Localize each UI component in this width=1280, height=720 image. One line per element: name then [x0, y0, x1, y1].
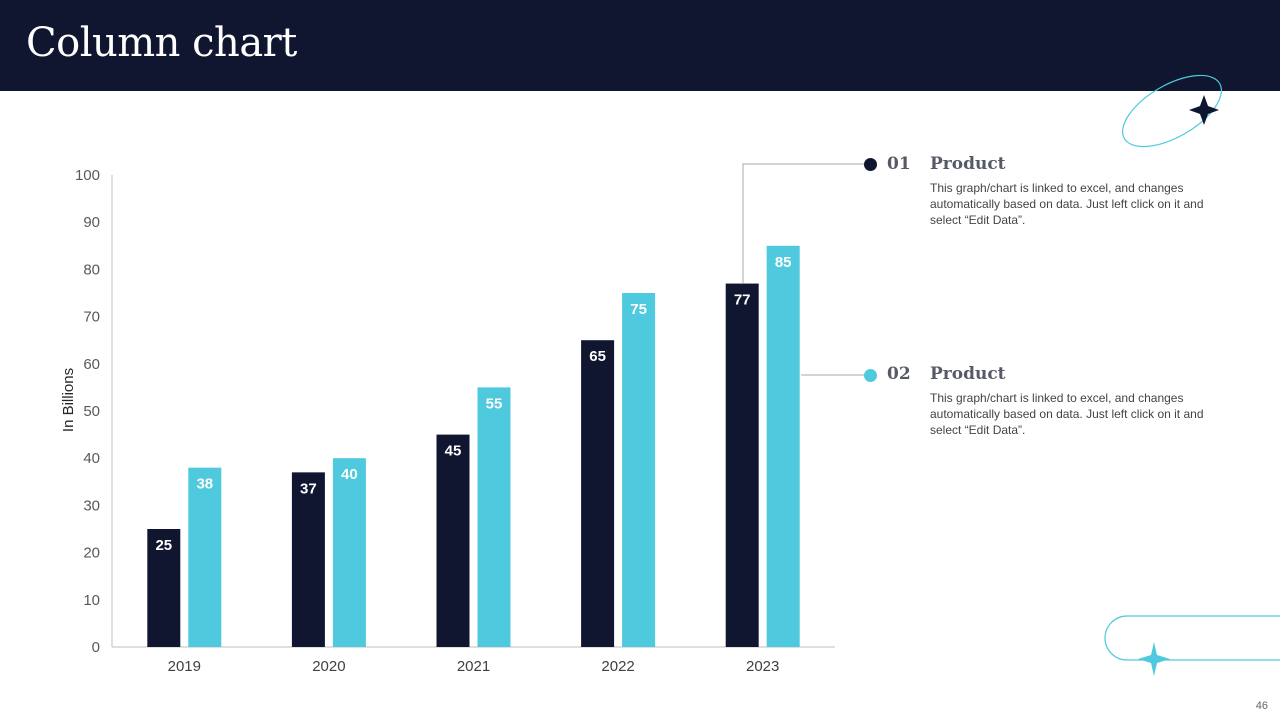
y-tick-label: 100 — [75, 167, 100, 184]
legend-title-02: Product — [930, 364, 1006, 384]
x-tick-label: 2020 — [312, 658, 345, 675]
y-tick-label: 90 — [83, 214, 100, 231]
sparkle-icon — [1138, 642, 1170, 676]
bar — [436, 434, 470, 647]
legend-description-01: This graph/chart is linked to excel, and… — [930, 181, 1204, 227]
x-tick-label: 2022 — [601, 658, 634, 675]
bar — [147, 529, 181, 647]
y-axis-label: In Billions — [60, 368, 77, 432]
y-tick-label: 70 — [83, 309, 100, 326]
bar-value-label: 77 — [734, 292, 751, 309]
bar — [291, 472, 325, 647]
y-tick-label: 30 — [83, 497, 100, 514]
bar-value-label: 25 — [155, 537, 172, 554]
bar — [581, 340, 615, 647]
y-tick-label: 0 — [92, 639, 100, 656]
bar — [332, 458, 366, 647]
legend-marker-02 — [864, 369, 877, 382]
legend-marker-01 — [864, 158, 877, 171]
bar-value-label: 65 — [589, 348, 606, 365]
y-tick-label: 20 — [83, 545, 100, 562]
star-icon — [1189, 95, 1219, 125]
slide-title: Column chart — [26, 20, 297, 66]
x-tick-label: 2021 — [457, 658, 490, 675]
bar-value-label: 40 — [341, 466, 358, 483]
y-tick-label: 80 — [83, 261, 100, 278]
bar-value-label: 38 — [196, 476, 213, 493]
decorative-capsule-shape — [1104, 615, 1280, 661]
bar-value-label: 75 — [630, 301, 647, 318]
page-number: 46 — [1255, 700, 1268, 712]
bar — [725, 283, 759, 647]
legend-description-02: This graph/chart is linked to excel, and… — [930, 391, 1204, 437]
legend-number-01: 01 — [887, 154, 911, 174]
y-tick-label: 10 — [83, 592, 100, 609]
legend-title-01: Product — [930, 154, 1006, 174]
x-tick-label: 2019 — [168, 658, 201, 675]
bar-value-label: 85 — [775, 254, 792, 271]
bar-value-label: 45 — [445, 443, 462, 460]
legend-number-02: 02 — [887, 364, 911, 384]
decorative-orbit-icon — [1122, 74, 1222, 148]
bar — [477, 387, 511, 647]
legend-connector-01 — [742, 163, 866, 283]
y-tick-label: 50 — [83, 403, 100, 420]
bar — [622, 293, 656, 647]
bar — [188, 467, 222, 647]
title-bar: Column chart — [0, 0, 1280, 91]
x-tick-label: 2023 — [746, 658, 779, 675]
bar-value-label: 55 — [486, 395, 503, 412]
y-tick-label: 40 — [83, 450, 100, 467]
y-tick-label: 60 — [83, 356, 100, 373]
bar — [766, 245, 800, 648]
bar-value-label: 37 — [300, 480, 317, 497]
